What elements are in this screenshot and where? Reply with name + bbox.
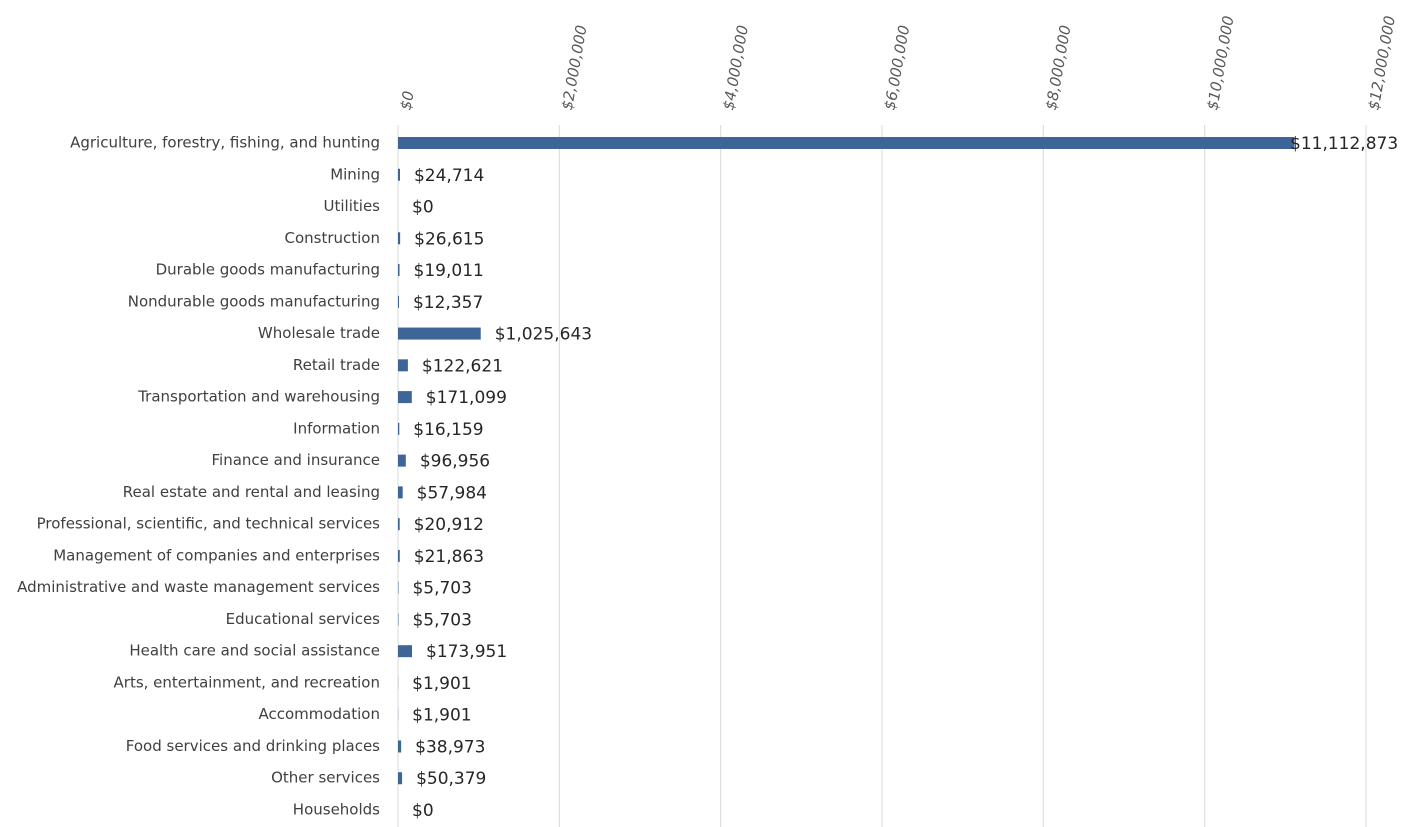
data-label: $0 [412,198,434,218]
y-tick-label: Retail trade [293,356,380,374]
bar [398,168,400,181]
data-label: $173,951 [426,642,507,662]
bar [398,295,399,308]
y-tick-label: Food services and drinking places [126,737,380,755]
data-label: $19,011 [414,261,484,281]
y-tick-label: Other services [271,769,380,787]
data-label: $0 [412,801,434,821]
y-tick-label: Professional, scientific, and technical … [37,515,381,533]
bar [398,359,408,372]
y-tick-label: Durable goods manufacturing [156,261,380,279]
bar [398,327,481,340]
bar [398,772,403,785]
y-tick-label: Wholesale trade [258,324,380,342]
x-tick-label: $4,000,000 [719,24,752,112]
bar [398,232,401,245]
y-tick-label: Arts, entertainment, and recreation [114,673,380,691]
data-label: $21,863 [414,547,484,567]
data-label: $5,703 [412,610,471,630]
x-tick-label: $12,000,000 [1365,14,1399,111]
bar [398,454,406,467]
data-label: $12,357 [413,293,483,313]
data-label: $26,615 [414,229,484,249]
y-tick-label: Health care and social assistance [129,642,380,660]
data-label: $1,901 [412,706,471,726]
y-tick-label: Administrative and waste management serv… [17,578,380,596]
y-tick-label: Information [293,419,380,437]
y-tick-label: Households [293,801,380,819]
y-tick-label: Accommodation [258,705,380,723]
y-tick-label: Mining [330,165,380,183]
x-tick-label: $2,000,000 [558,24,591,112]
data-label: $20,912 [414,515,484,535]
y-tick-label: Management of companies and enterprises [53,546,380,564]
y-tick-label: Real estate and rental and leasing [123,483,380,501]
data-label: $38,973 [415,737,485,757]
data-label: $57,984 [417,483,487,503]
y-tick-label: Finance and insurance [212,451,380,469]
data-label: $50,379 [416,769,486,789]
bar [398,264,400,277]
bar [398,422,400,435]
y-tick-label: Agriculture, forestry, fishing, and hunt… [70,134,380,152]
y-tick-label: Utilities [324,197,381,215]
data-label: $171,099 [426,388,507,408]
x-tick-label: $6,000,000 [881,24,914,112]
x-tick-label: $0 [397,90,418,112]
data-label: $96,956 [420,452,490,472]
data-label: $1,901 [412,674,471,694]
y-tick-label: Nondurable goods manufacturing [128,292,380,310]
bar [398,518,400,531]
bar [398,137,1295,149]
x-tick-label: $10,000,000 [1203,14,1237,111]
y-tick-label: Transportation and warehousing [137,388,380,406]
bar [398,549,400,562]
bar [398,486,403,499]
bar [398,391,412,404]
data-label: $122,621 [422,356,503,376]
data-label: $24,714 [414,166,484,186]
y-tick-label: Construction [284,229,380,247]
data-label: $11,112,873 [1290,134,1398,154]
y-tick-label: Educational services [226,610,381,628]
bar [398,645,413,658]
data-label: $1,025,643 [495,325,592,345]
x-tick-label: $8,000,000 [1042,24,1075,112]
bar [398,740,402,753]
data-label: $5,703 [412,579,471,599]
data-label: $16,159 [413,420,483,440]
